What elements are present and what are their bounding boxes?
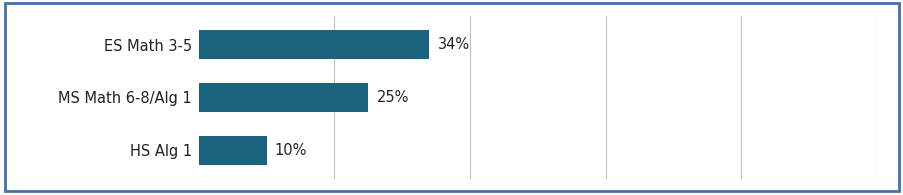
Bar [199,83,368,112]
Bar [199,136,266,165]
Bar [199,30,429,59]
Text: 10%: 10% [275,143,307,158]
Text: 25%: 25% [377,90,408,105]
Text: 34%: 34% [437,37,470,52]
